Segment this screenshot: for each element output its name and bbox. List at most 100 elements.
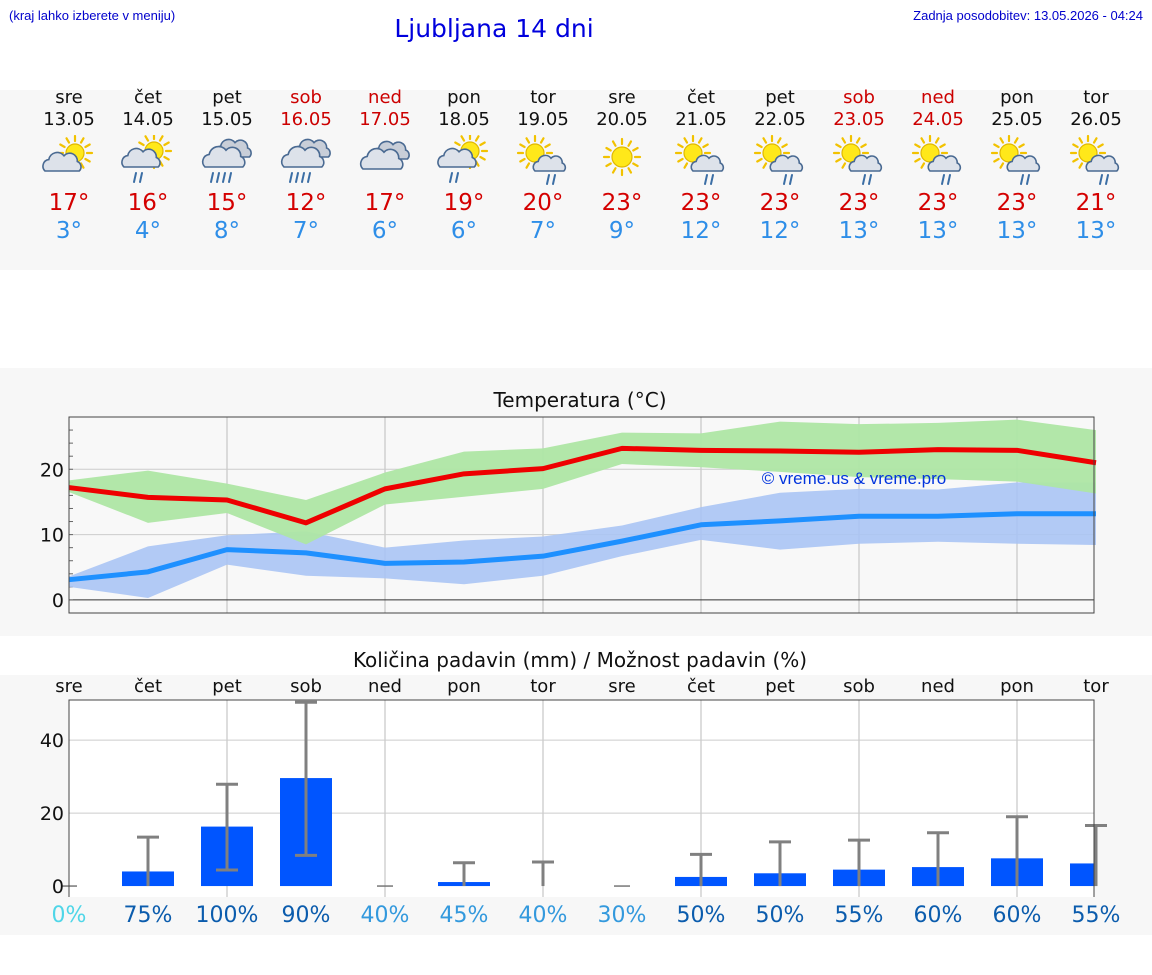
- precipitation-chart: sre čet pet sob ned pon tor sre čet pet sob ned pon t…: [40, 676, 1110, 898]
- temp-max: 17°: [48, 190, 90, 216]
- temp-max: 16°: [127, 190, 169, 216]
- precipitation-chart-title: Količina padavin (mm) / Možnost padavin …: [352, 648, 808, 672]
- temperature-chart-title: Temperatura (°C): [493, 388, 667, 412]
- x-category-label: sob: [843, 676, 875, 697]
- precip-chance-label: 45%: [439, 903, 489, 928]
- precip-chance-label: 30%: [597, 903, 647, 928]
- forecast-day: ned 17.05 17° 6°: [346, 87, 424, 245]
- x-category-label: čet: [134, 676, 162, 697]
- precip-chance-label: 50%: [755, 903, 805, 928]
- precip-chance-label: 50%: [676, 903, 726, 928]
- sun-small-cloud-rain-icon: [753, 135, 804, 185]
- day-date: 23.05: [833, 109, 885, 130]
- temp-max: 20°: [522, 190, 564, 216]
- day-name: sob: [843, 87, 875, 108]
- sun-small-cloud-rain-icon: [674, 135, 725, 185]
- day-name: pet: [212, 87, 242, 108]
- temp-min: 13°: [917, 218, 959, 244]
- precip-chance-label: 60%: [913, 903, 963, 928]
- y-tick-label: 10: [40, 525, 64, 547]
- temp-max: 23°: [759, 190, 801, 216]
- x-category-label: ned: [921, 676, 955, 697]
- day-date: 14.05: [122, 109, 174, 130]
- day-date: 21.05: [675, 109, 727, 130]
- precip-chance-label: 40%: [518, 903, 568, 928]
- plot-frame: [68, 699, 1095, 897]
- temp-min: 8°: [213, 218, 241, 244]
- day-name: ned: [921, 87, 955, 108]
- precip-chance-label: 40%: [360, 903, 410, 928]
- forecast-day: tor 26.05 21° 13°: [1057, 87, 1135, 245]
- day-name: tor: [1083, 87, 1109, 108]
- sun-cloud-rain-icon: [437, 135, 489, 183]
- x-category-label: čet: [687, 676, 715, 697]
- sun-cloud-icon: [42, 135, 94, 172]
- precip-chance-label: 75%: [123, 903, 173, 928]
- cloud-heavy-rain-icon: [280, 138, 331, 183]
- x-category-label: sob: [290, 676, 322, 697]
- day-date: 20.05: [596, 109, 648, 130]
- forecast-day: sre 13.05 17° 3°: [30, 87, 108, 245]
- watermark: © vreme.us & vreme.pro: [762, 469, 946, 488]
- forecast-day: čet 21.05 23° 12°: [662, 87, 740, 245]
- plot-frame: [68, 416, 1095, 614]
- x-category-label: pet: [765, 676, 795, 697]
- sun-cloud-rain-icon: [121, 135, 173, 183]
- day-date: 19.05: [517, 109, 569, 130]
- temp-max: 17°: [364, 190, 406, 216]
- day-name: sre: [55, 87, 83, 108]
- x-category-label: tor: [530, 676, 556, 697]
- temp-min: 12°: [759, 218, 801, 244]
- forecast-day: sob 23.05 23° 13°: [820, 87, 898, 245]
- y-tick-label: 0: [52, 590, 64, 612]
- temp-min: 13°: [838, 218, 880, 244]
- precip-chance-label: 55%: [1071, 903, 1121, 928]
- temp-min-line: [68, 511, 1096, 583]
- sun-small-cloud-rain-icon: [832, 135, 883, 185]
- temp-max: 15°: [206, 190, 248, 216]
- y-tick-label: 20: [40, 459, 64, 481]
- y-tick-label: 40: [40, 730, 64, 752]
- temp-min: 4°: [134, 218, 162, 244]
- temperature-chart: 0 10 20 © vreme.us & vreme.pro: [40, 416, 1097, 614]
- temp-min: 7°: [292, 218, 320, 244]
- temp-min: 9°: [608, 218, 636, 244]
- day-name: ned: [368, 87, 402, 108]
- day-date: 22.05: [754, 109, 806, 130]
- temp-max: 23°: [601, 190, 643, 216]
- cloud-heavy-rain-icon: [201, 138, 252, 183]
- forecast-day: pet 15.05 15° 8°: [188, 87, 266, 245]
- sun-icon: [602, 137, 642, 177]
- day-date: 17.05: [359, 109, 411, 130]
- temp-min: 6°: [371, 218, 399, 244]
- forecast-day: tor 19.05 20° 7°: [504, 87, 582, 245]
- temp-max: 23°: [917, 190, 959, 216]
- precip-chance-label: 0%: [51, 903, 87, 928]
- x-category-label: pet: [212, 676, 242, 697]
- cloudy-icon: [359, 140, 410, 170]
- temp-min: 7°: [529, 218, 557, 244]
- day-date: 16.05: [280, 109, 332, 130]
- x-category-label: tor: [1083, 676, 1109, 697]
- precip-chance-label: 100%: [195, 903, 259, 928]
- sun-small-cloud-rain-icon: [516, 135, 567, 185]
- forecast-day: pon 25.05 23° 13°: [978, 87, 1056, 245]
- forecast-day: ned 24.05 23° 13°: [899, 87, 977, 245]
- day-name: tor: [530, 87, 556, 108]
- temp-max: 21°: [1075, 190, 1117, 216]
- temp-min-range-band: [69, 482, 1096, 598]
- x-category-label: sre: [608, 676, 635, 697]
- temp-max: 23°: [680, 190, 722, 216]
- y-tick-label: 20: [40, 803, 64, 825]
- sun-small-cloud-rain-icon: [911, 135, 962, 185]
- location-hint: (kraj lahko izberete v meniju): [9, 8, 176, 23]
- y-tick-label: 0: [52, 876, 64, 898]
- last-updated: Zadnja posodobitev: 13.05.2026 - 04:24: [913, 8, 1143, 23]
- temp-min: 6°: [450, 218, 478, 244]
- temp-min: 13°: [996, 218, 1038, 244]
- temp-max: 12°: [285, 190, 327, 216]
- day-date: 15.05: [201, 109, 253, 130]
- day-date: 25.05: [991, 109, 1043, 130]
- forecast-day: pet 22.05 23° 12°: [741, 87, 819, 245]
- temp-max: 23°: [996, 190, 1038, 216]
